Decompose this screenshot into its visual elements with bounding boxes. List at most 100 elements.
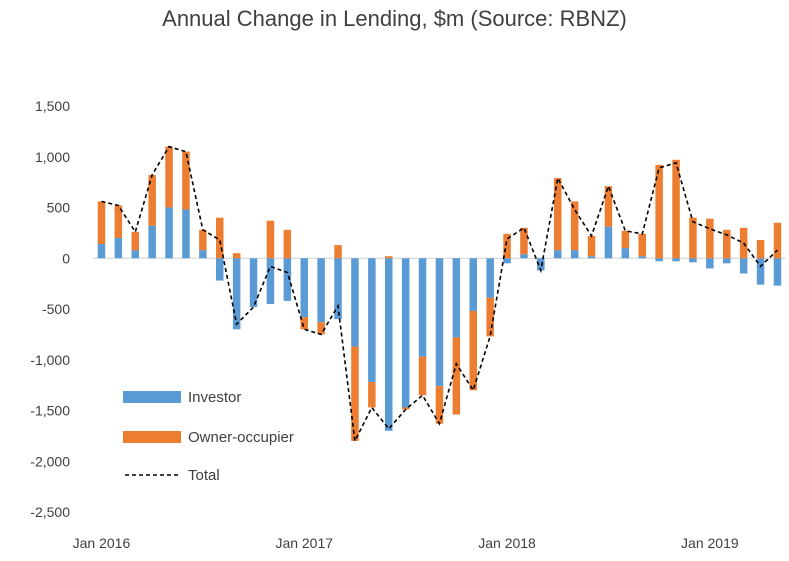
bar-investor [435,258,444,387]
total-series-line [101,145,778,444]
bar-investor [131,250,139,259]
bar-investor [148,225,156,259]
bar-owner-occupier [706,218,714,259]
bar-owner-occupier [334,245,342,259]
bar-investor [368,258,376,383]
bar-owner-occupier [452,337,461,415]
bar-investor [216,258,224,281]
bar-investor [655,258,663,262]
bar-investor [706,258,714,269]
x-tick-label: Jan 2018 [478,535,536,551]
bar-investor [689,258,697,263]
bar-investor [604,226,613,259]
bar-owner-occupier [638,233,646,257]
bar-owner-occupier [97,201,106,245]
bar-investor [739,258,748,274]
bars [97,146,782,441]
bar-investor [621,248,630,259]
bar-investor [756,258,765,285]
bar-investor [199,250,207,259]
bar-owner-occupier [165,146,173,208]
bar-investor [537,258,545,271]
legend-label: Total [188,467,220,484]
legend-label: Investor [188,389,241,406]
bar-owner-occupier [435,386,444,424]
bar-investor [638,256,646,259]
bar-investor [114,237,123,259]
bar-owner-occupier [418,356,427,396]
bar-investor [469,258,477,312]
bar-investor [401,258,410,408]
bar-owner-occupier [199,229,207,251]
bar-owner-occupier [351,346,359,441]
y-tick-label: -2,500 [30,504,70,520]
bar-owner-occupier [266,220,275,259]
bar-investor [351,258,359,347]
bar-investor [486,258,494,298]
bar-investor [385,258,393,431]
bar-owner-occupier [689,217,697,259]
y-tick-label: 1,000 [35,149,70,165]
bar-owner-occupier [182,151,190,210]
bar-investor [300,258,308,318]
bar-owner-occupier [773,222,782,259]
bar-owner-occupier [655,164,663,259]
bar-owner-occupier [317,322,325,335]
bar-investor [723,258,731,264]
bar-investor [249,258,258,307]
bar-owner-occupier [283,229,292,259]
bar-owner-occupier [672,159,680,259]
bar-investor [587,256,596,259]
y-axis: 1,500 1,000 500 0 -500 -1,000 -1,500 -2,000 -2,5… [30,98,70,520]
bar-owner-occupier [604,186,613,227]
bar-owner-occupier [621,230,630,249]
legend: Investor Owner-occupier Total [123,389,294,484]
y-tick-label: -2,000 [30,453,70,469]
bar-owner-occupier [756,239,765,259]
x-axis: Jan 2016 Jan 2017 Jan 2018 Jan 2019 [73,257,786,551]
bar-owner-occupier [401,407,410,410]
y-tick-label: 0 [62,250,70,266]
bar-investor [672,258,680,262]
x-tick-label: Jan 2017 [275,535,333,551]
bar-owner-occupier [486,297,494,337]
bar-owner-occupier [723,229,731,259]
bar-investor [232,258,241,330]
bar-owner-occupier [587,235,596,257]
bar-investor [283,258,292,301]
bar-owner-occupier [469,311,477,391]
bar-owner-occupier [554,178,562,251]
bar-investor [418,258,427,357]
bar-owner-occupier [368,382,376,408]
bar-owner-occupier [232,253,241,259]
bar-owner-occupier [131,231,139,251]
x-tick-label: Jan 2019 [681,535,739,551]
bar-owner-occupier [300,317,308,330]
y-tick-label: 1,500 [35,98,70,114]
bar-owner-occupier [114,205,123,238]
bar-investor [97,244,106,259]
bar-investor [773,258,782,286]
bar-owner-occupier [570,201,579,251]
bar-owner-occupier [520,227,528,255]
bar-investor [334,258,342,320]
chart-title: Annual Change in Lending, $m (Source: RB… [162,6,627,31]
legend-swatch-investor [123,391,181,403]
bar-investor [503,258,511,264]
bar-owner-occupier [216,217,224,259]
bar-investor [182,209,190,259]
bar-investor [520,254,528,259]
bar-investor [165,207,173,259]
bar-owner-occupier [148,175,156,226]
y-tick-label: -1,500 [30,403,70,419]
bar-owner-occupier [385,256,393,259]
y-tick-label: -1,000 [30,352,70,368]
bar-investor [317,258,325,323]
bar-owner-occupier [503,233,511,259]
bar-investor [266,258,275,304]
bar-investor [452,258,461,338]
bar-investor [570,250,579,259]
y-tick-label: 500 [47,200,71,216]
bar-investor [554,250,562,259]
